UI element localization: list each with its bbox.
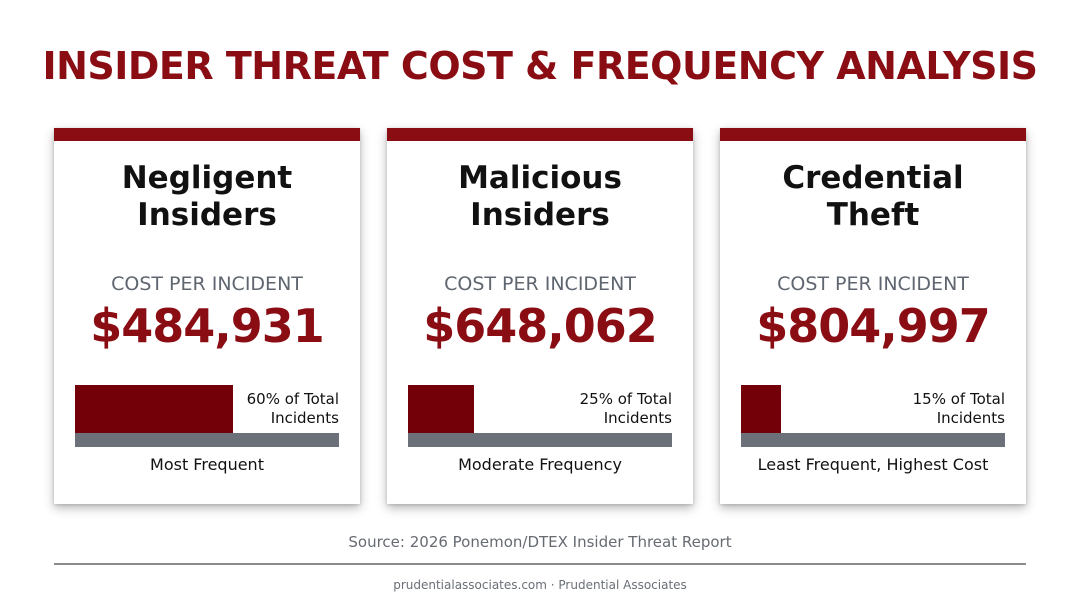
cost-label: COST PER INCIDENT: [444, 273, 636, 295]
share-bar-track: [75, 433, 339, 447]
share-bar-fill: [75, 385, 233, 433]
card-accent-bar: [54, 128, 360, 141]
share-text-line1: 25% of Total: [579, 390, 672, 408]
card-title-line1: Credential: [782, 160, 964, 196]
cost-value: $804,997: [756, 299, 991, 353]
share-bar: 60% of Total Incidents: [75, 385, 339, 447]
cost-value: $484,931: [90, 299, 325, 353]
share-bar-track: [408, 433, 672, 447]
card-negligent-insiders: Negligent Insiders COST PER INCIDENT $48…: [54, 128, 360, 504]
card-title: Credential Theft: [720, 160, 1026, 234]
share-bar-track: [741, 433, 1005, 447]
share-text: 25% of Total Incidents: [580, 390, 672, 428]
share-bar: 25% of Total Incidents: [408, 385, 672, 447]
card-accent-bar: [720, 128, 1026, 141]
card-title-line2: Theft: [826, 197, 920, 233]
share-text-line2: Incidents: [603, 409, 672, 427]
share-text: 15% of Total Incidents: [913, 390, 1005, 428]
card-malicious-insiders: Malicious Insiders COST PER INCIDENT $64…: [387, 128, 693, 504]
frequency-label: Moderate Frequency: [458, 455, 622, 474]
source-note: Source: 2026 Ponemon/DTEX Insider Threat…: [348, 533, 732, 551]
page-title: INSIDER THREAT COST & FREQUENCY ANALYSIS: [42, 44, 1038, 88]
share-bar-fill: [741, 385, 781, 433]
share-text-line2: Incidents: [270, 409, 339, 427]
card-credential-theft: Credential Theft COST PER INCIDENT $804,…: [720, 128, 1026, 504]
share-bar-fill: [408, 385, 474, 433]
card-title-line2: Insiders: [470, 197, 610, 233]
frequency-label: Least Frequent, Highest Cost: [757, 455, 989, 474]
card-accent-bar: [387, 128, 693, 141]
footer-divider: [54, 563, 1026, 565]
frequency-label: Most Frequent: [150, 455, 264, 474]
cost-value: $648,062: [423, 299, 658, 353]
cost-label: COST PER INCIDENT: [777, 273, 969, 295]
card-title-line2: Insiders: [137, 197, 277, 233]
card-title: Malicious Insiders: [387, 160, 693, 234]
share-text-line2: Incidents: [936, 409, 1005, 427]
share-bar: 15% of Total Incidents: [741, 385, 1005, 447]
cost-label: COST PER INCIDENT: [111, 273, 303, 295]
share-text-line1: 15% of Total: [912, 390, 1005, 408]
share-text: 60% of Total Incidents: [247, 390, 339, 428]
card-title-line1: Negligent: [121, 160, 293, 196]
card-title-line1: Malicious: [458, 160, 622, 196]
footer-text: prudentialassociates.com · Prudential As…: [393, 578, 687, 592]
share-text-line1: 60% of Total: [246, 390, 339, 408]
card-title: Negligent Insiders: [54, 160, 360, 234]
